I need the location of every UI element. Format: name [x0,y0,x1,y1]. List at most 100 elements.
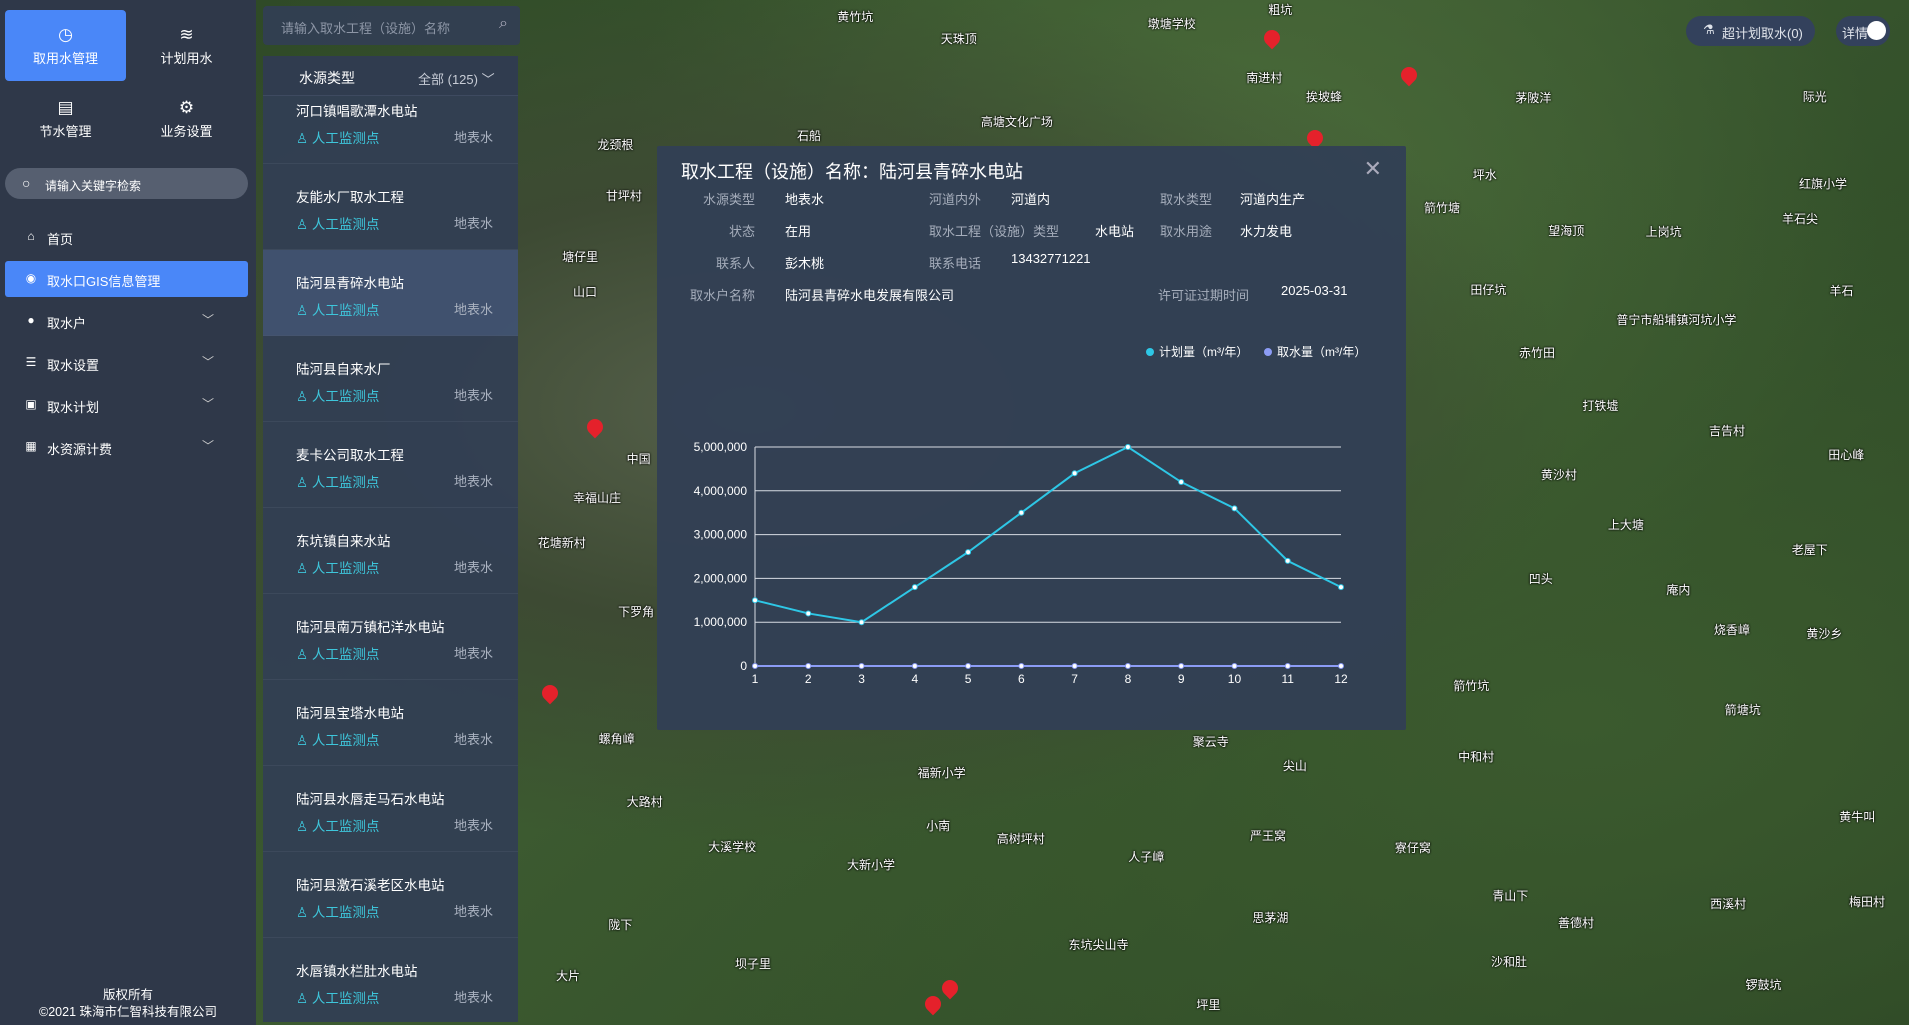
map-marker-icon[interactable] [938,976,961,1000]
usage-value: 水力发电 [1240,224,1293,239]
data-point [805,663,812,669]
monitor-type: ♙ 人工监测点 [296,729,379,749]
facility-search-input[interactable]: 请输入取水工程（设施）名称 ⌕ [263,6,520,45]
sidebar: ◷ 取用水管理 ≋ 计划用水 ▤ 节水管理 ⚙ 业务设置 ○ 请输入关键字检索 ⌂ 首页 ◉… [0,0,256,1025]
menu-item-water-users[interactable]: ● 取水户 ﹀ [5,303,248,339]
license-expiry-value: 2025-03-31 [1281,283,1348,298]
map-place-label: 东坑尖山寺 [1068,937,1129,952]
sidebar-search-input[interactable]: ○ 请输入关键字检索 [5,168,248,199]
menu-item-gis[interactable]: ◉ 取水口GIS信息管理 [5,261,248,297]
facility-type-label: 取水工程（设施）类型 [929,224,1060,239]
owner-label: 取水户名称 [689,288,755,303]
search-icon[interactable]: ⌕ [499,15,508,32]
tile-water-management[interactable]: ◷ 取用水管理 [5,10,126,81]
monitor-label: 人工监测点 [311,733,380,748]
facility-type-value: 水电站 [1095,224,1135,239]
menu-item-intake-plan[interactable]: ▣ 取水计划 ﹀ [5,387,248,423]
y-tick-label: 5,000,000 [694,440,748,454]
map-place-label: 黄沙村 [1540,467,1577,482]
facility-list-item[interactable]: 陆河县水唇走马石水电站 ♙ 人工监测点 地表水 [263,766,518,852]
map-marker-icon[interactable] [538,681,562,705]
menu-label: 取水口GIS信息管理 [47,274,161,289]
map-place-label: 凹头 [1528,572,1553,587]
water-source-value: 地表水 [785,192,825,207]
map-marker-icon[interactable] [1397,63,1420,87]
facility-list-item[interactable]: 水唇镇水栏肚水电站 ♙ 人工监测点 地表水 [263,938,518,1022]
facility-list-item[interactable]: 友能水厂取水工程 ♙ 人工监测点 地表水 [263,164,518,250]
monitor-label: 人工监测点 [311,819,380,834]
close-icon[interactable]: ✕ [1363,156,1382,181]
water-source-filter[interactable]: 水源类型 全部 (125) ﹀ [263,56,518,96]
gear-icon: ⚙ [178,98,195,117]
menu-label: 取水户 [47,316,87,331]
facility-list-item[interactable]: 麦卡公司取水工程 ♙ 人工监测点 地表水 [263,422,518,508]
data-point [1231,663,1238,669]
menu-item-home[interactable]: ⌂ 首页 [5,219,248,255]
filter-select[interactable]: 全部 (125) ﹀ [418,69,495,88]
map-place-label: 上岗坑 [1645,225,1682,240]
user-icon: ● [27,313,35,327]
legend-label: 取水量（m³/年） [1277,345,1366,359]
data-point [1284,557,1291,564]
monitor-type: ♙ 人工监测点 [296,299,379,319]
x-tick-label: 6 [1018,672,1025,686]
map-marker-icon[interactable] [1260,26,1284,50]
water-source: 地表水 [454,646,494,661]
chevron-down-icon: ﹀ [201,397,214,411]
map-place-label: 南进村 [1246,70,1283,85]
monitor-label: 人工监测点 [311,475,380,490]
data-point [1018,663,1025,669]
map-marker-icon[interactable] [584,415,607,438]
over-plan-button[interactable]: ⚗ 超计划取水(0) [1686,16,1815,46]
facility-list-item[interactable]: 东坑镇自来水站 ♙ 人工监测点 地表水 [263,508,518,594]
status-label: 状态 [728,224,755,239]
monitor-type: ♙ 人工监测点 [296,901,379,921]
map-place-label: 坪里 [1196,998,1221,1013]
monitor-label: 人工监测点 [311,217,380,232]
facility-list-panel: 水源类型 全部 (125) ﹀ 河口镇唱歌潭水电站 ♙ 人工监测点 地表水 友能水… [263,56,518,1022]
tile-water-saving[interactable]: ▤ 节水管理 [5,83,126,154]
facility-list-item[interactable]: 陆河县激石溪老区水电站 ♙ 人工监测点 地表水 [263,852,518,938]
x-tick-label: 10 [1228,672,1242,686]
home-icon: ⌂ [27,229,35,243]
x-tick-label: 3 [858,672,865,686]
tile-label: 节水管理 [39,124,92,139]
facility-list-item[interactable]: 陆河县自来水厂 ♙ 人工监测点 地表水 [263,336,518,422]
facility-name: 陆河县自来水厂 [296,362,391,377]
facility-list-item[interactable]: 陆河县南万镇杞洋水电站 ♙ 人工监测点 地表水 [263,594,518,680]
map-place-label: 陇下 [608,918,633,933]
x-tick-label: 5 [965,672,972,686]
map-marker-icon[interactable] [921,992,944,1016]
tile-label: 计划用水 [160,51,213,66]
monitor-label: 人工监测点 [311,991,380,1006]
facility-name: 河口镇唱歌潭水电站 [296,104,418,119]
details-toggle[interactable]: 详情 [1836,16,1890,46]
water-source: 地表水 [454,990,494,1005]
tile-planned-water[interactable]: ≋ 计划用水 [126,10,247,81]
data-point [1018,509,1025,516]
y-tick-label: 2,000,000 [694,571,748,585]
x-tick-label: 4 [911,672,918,686]
data-point [1071,470,1078,477]
menu-label: 取水设置 [47,358,100,373]
map-place-label: 沙和肚 [1491,954,1528,969]
menu-item-intake-settings[interactable]: ☰ 取水设置 ﹀ [5,345,248,381]
tile-business-settings[interactable]: ⚙ 业务设置 [126,83,247,154]
map-place-label: 尖山 [1282,758,1307,773]
search-placeholder: 请输入关键字检索 [45,179,142,193]
map-place-label: 上大塘 [1607,517,1644,532]
facility-list-item[interactable]: 陆河县宝塔水电站 ♙ 人工监测点 地表水 [263,680,518,766]
facility-list-item[interactable]: 河口镇唱歌潭水电站 ♙ 人工监测点 地表水 [263,78,518,164]
map-place-label: 中和村 [1458,750,1495,765]
menu-item-billing[interactable]: ▦ 水资源计费 ﹀ [5,429,248,465]
facility-name: 陆河县南万镇杞洋水电站 [296,620,445,635]
x-tick-label: 7 [1071,672,1078,686]
map-place-label: 红旗小学 [1799,176,1848,191]
water-source: 地表水 [454,130,494,145]
map-place-label: 天珠顶 [940,31,977,46]
map-place-label: 大溪学校 [708,840,757,855]
user-icon: ♙ [296,389,309,404]
facility-list-item[interactable]: 陆河县青碎水电站 ♙ 人工监测点 地表水 [263,250,518,336]
map-place-label: 茅陂洋 [1515,91,1552,106]
monitor-label: 人工监测点 [311,561,380,576]
